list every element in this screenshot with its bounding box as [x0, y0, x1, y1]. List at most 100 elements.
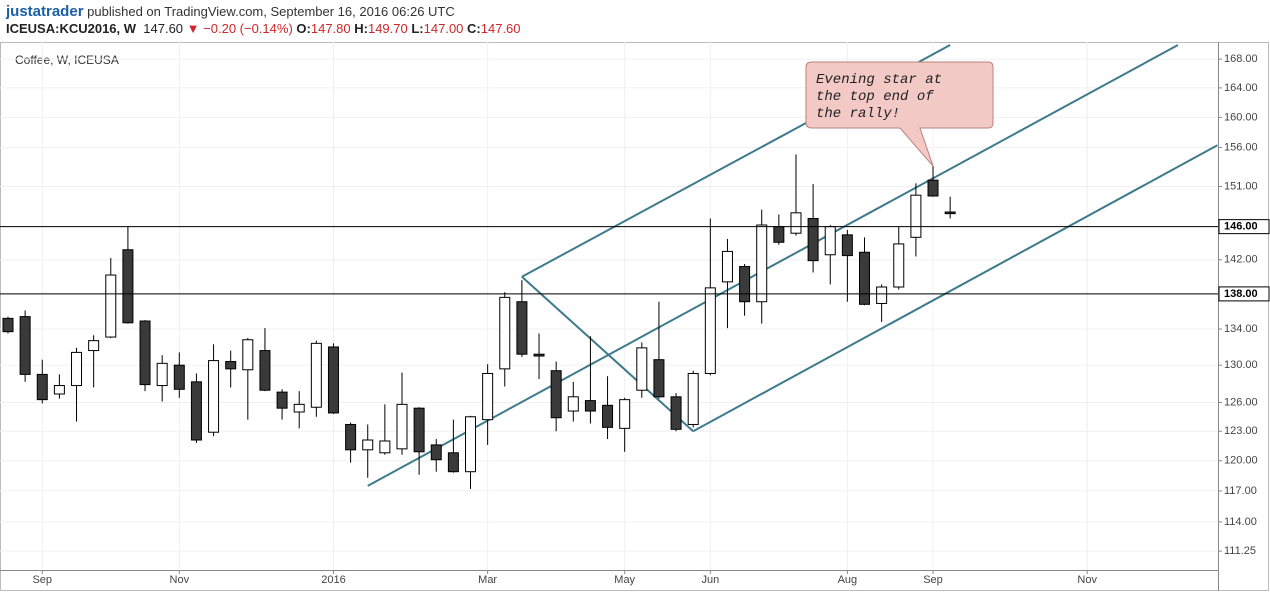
candle-body — [327, 346, 339, 414]
candle-body — [362, 439, 374, 451]
candle-body — [927, 179, 939, 197]
callout-text: the top end of — [816, 89, 934, 105]
candle-body — [139, 320, 151, 386]
level-label: 138.00 — [1224, 288, 1258, 300]
y-tick-label: 160.00 — [1224, 111, 1258, 123]
ohlc: O:147.80 H:149.70 L:147.00 C:147.60 — [296, 21, 520, 36]
candle-body — [2, 317, 14, 333]
callout — [805, 61, 994, 167]
y-tick-label: 168.00 — [1224, 53, 1258, 65]
candle-body — [71, 351, 83, 387]
ohlc-label: O: — [296, 21, 311, 36]
header: justatrader published on TradingView.com… — [6, 3, 455, 20]
candle-body — [276, 391, 288, 409]
candle-body — [105, 274, 117, 338]
candle-body — [36, 373, 48, 401]
x-tick-label: May — [614, 574, 635, 586]
candle-body — [396, 403, 408, 450]
ohlc-value: 149.70 — [367, 21, 408, 36]
trend-line — [692, 144, 1218, 433]
candle-body — [756, 224, 768, 303]
level-label: 146.00 — [1224, 221, 1258, 233]
x-tick-label: Nov — [170, 574, 190, 586]
candle-body — [944, 211, 956, 215]
candle-body — [893, 243, 905, 288]
candle-body — [619, 399, 631, 429]
x-tick-label: Aug — [838, 574, 858, 586]
x-tick-label: Mar — [478, 574, 497, 586]
candle-body — [413, 407, 425, 453]
candle-body — [293, 403, 305, 413]
published: published on TradingView.com, September … — [87, 4, 455, 19]
ohlc-label: H: — [354, 21, 368, 36]
candle-body — [242, 339, 254, 371]
symbol: ICEUSA:KCU2016, W — [6, 21, 137, 36]
candle-body — [208, 360, 220, 433]
y-tick-label: 134.00 — [1224, 323, 1258, 335]
ohlc-value: 147.00 — [423, 21, 464, 36]
candle-body — [88, 340, 100, 352]
callout-text: Evening star at — [816, 72, 942, 88]
y-tick-label: 151.00 — [1224, 180, 1258, 192]
level-label-box — [1218, 286, 1270, 302]
candle-body — [19, 316, 31, 375]
x-tick-label: Sep — [923, 574, 943, 586]
candle-body — [225, 361, 237, 370]
candle-body — [876, 286, 888, 304]
candle-body — [584, 400, 596, 412]
y-tick-label: 111.25 — [1224, 545, 1256, 557]
y-tick-label: 156.00 — [1224, 141, 1258, 153]
y-tick-label: 117.00 — [1224, 485, 1257, 497]
candle-body — [721, 250, 733, 283]
candle-body — [430, 444, 442, 461]
candle-body — [259, 350, 271, 391]
y-tick-label: 142.00 — [1224, 254, 1258, 266]
author[interactable]: justatrader — [6, 3, 84, 20]
chart-title: Coffee, W, ICEUSA — [15, 53, 119, 67]
callout-text: the rally! — [816, 106, 900, 122]
arrow: ▼ — [186, 21, 200, 36]
candle-body — [310, 342, 322, 408]
frame — [0, 42, 1269, 591]
candle-body — [173, 364, 185, 390]
candle-body — [687, 372, 699, 425]
candle-body — [499, 296, 511, 370]
candle-body — [53, 385, 65, 395]
y-tick-label: 120.00 — [1224, 455, 1258, 467]
trend-line — [367, 44, 1179, 487]
ohlc-value: 147.80 — [310, 21, 351, 36]
candle-body — [636, 347, 648, 391]
candle-body — [807, 217, 819, 262]
candle-body — [567, 396, 579, 412]
ohlc-label: C: — [467, 21, 481, 36]
candle-body — [156, 362, 168, 387]
candle-body — [447, 452, 459, 473]
candle-body — [859, 251, 870, 305]
plot-area — [0, 42, 1218, 570]
candle-body — [345, 423, 357, 451]
candle-body — [465, 416, 477, 473]
candle-body — [516, 301, 528, 355]
candle-body — [790, 212, 802, 234]
y-tick-label: 130.00 — [1224, 359, 1258, 371]
y-tick-label: 123.00 — [1224, 425, 1258, 437]
symbol-line: ICEUSA:KCU2016, W 147.60 ▼ −0.20 (−0.14%… — [6, 21, 521, 36]
candle-body — [602, 404, 614, 428]
candle-body — [533, 353, 545, 357]
x-tick-label: Nov — [1077, 574, 1097, 586]
candle-body — [670, 396, 682, 430]
candle-body — [739, 266, 751, 303]
price: 147.60 — [143, 21, 184, 36]
change: −0.20 (−0.14%) — [203, 21, 293, 36]
candle-body — [482, 372, 494, 421]
x-tick-label: Jun — [701, 574, 719, 586]
x-tick-label: Sep — [32, 574, 52, 586]
level-label-box — [1218, 219, 1270, 235]
candle-body — [550, 370, 562, 419]
candle-body — [653, 359, 665, 398]
ohlc-value: 147.60 — [480, 21, 521, 36]
candle-body — [122, 249, 134, 324]
ohlc-label: L: — [411, 21, 424, 36]
